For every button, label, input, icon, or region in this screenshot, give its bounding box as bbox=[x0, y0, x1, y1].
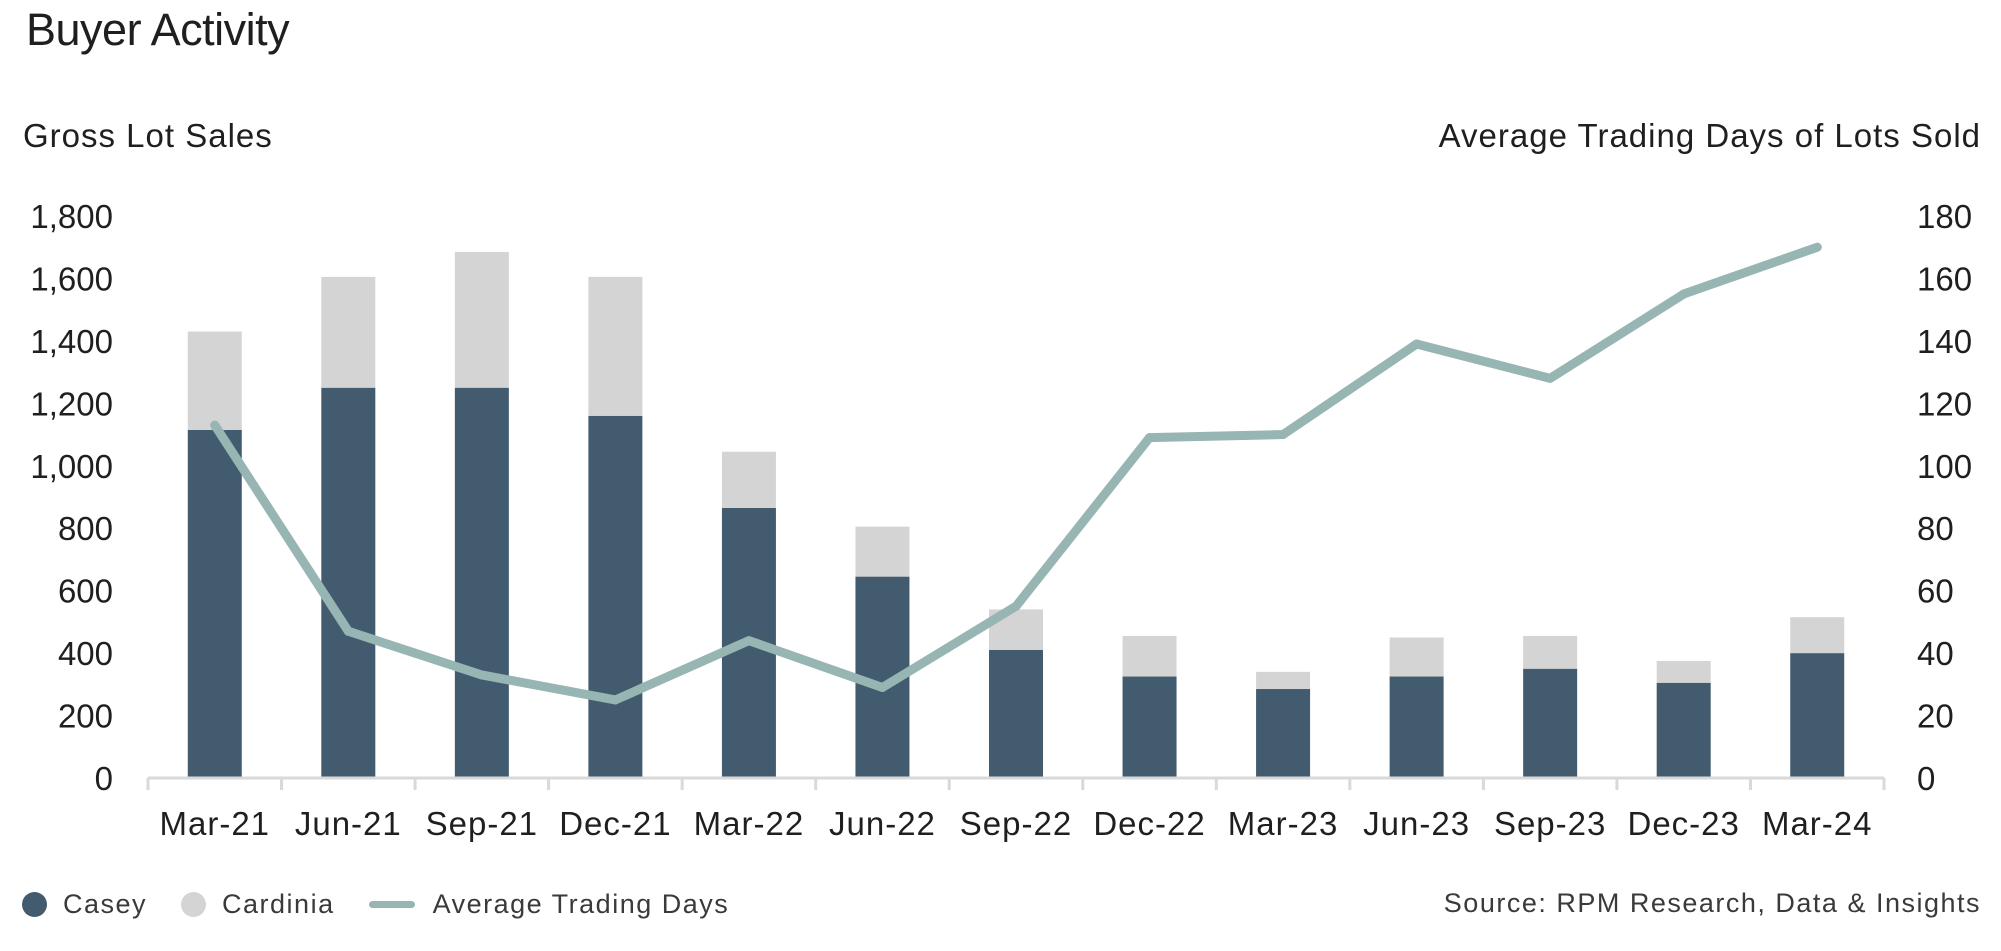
y-tick-left: 1,800 bbox=[30, 198, 113, 235]
bar-cardinia bbox=[1389, 637, 1444, 677]
x-tick-label: Jun-22 bbox=[829, 805, 936, 842]
y-tick-right: 160 bbox=[1917, 260, 1972, 297]
line-point bbox=[1278, 430, 1288, 440]
line-point bbox=[1545, 373, 1555, 383]
line-point bbox=[1679, 289, 1689, 299]
bar-cardinia bbox=[855, 526, 910, 577]
x-tick-label: Sep-22 bbox=[960, 805, 1072, 842]
x-tick-label: Jun-23 bbox=[1363, 805, 1470, 842]
bar-casey bbox=[588, 415, 643, 778]
x-tick-label: Sep-23 bbox=[1494, 805, 1606, 842]
left-axis-label: Gross Lot Sales bbox=[23, 117, 273, 154]
y-tick-right: 60 bbox=[1917, 573, 1954, 610]
y-tick-left: 200 bbox=[58, 698, 113, 735]
line-point bbox=[877, 682, 887, 692]
bar-casey bbox=[1656, 682, 1711, 778]
line-point bbox=[210, 420, 220, 430]
line-point bbox=[343, 626, 353, 636]
x-tick-label: Mar-22 bbox=[694, 805, 805, 842]
cardinia-swatch bbox=[181, 891, 207, 917]
right-axis-label: Average Trading Days of Lots Sold bbox=[1438, 117, 1981, 154]
y-tick-right: 140 bbox=[1917, 323, 1972, 360]
bar-cardinia bbox=[321, 276, 376, 388]
bar-cardinia bbox=[454, 251, 509, 388]
y-tick-right: 100 bbox=[1917, 448, 1972, 485]
y-tick-left: 800 bbox=[58, 510, 113, 547]
bar-casey bbox=[989, 649, 1043, 778]
legend-label-average-trading-days: Average Trading Days bbox=[432, 888, 730, 919]
bar-cardinia bbox=[1790, 617, 1845, 654]
y-tick-right: 180 bbox=[1917, 198, 1972, 235]
x-tick-label: Dec-23 bbox=[1627, 805, 1739, 842]
source-note: Source: RPM Research, Data & Insights bbox=[1443, 888, 1981, 918]
bar-cardinia bbox=[1656, 660, 1711, 683]
bar-cardinia bbox=[1122, 635, 1177, 677]
x-tick-label: Mar-23 bbox=[1228, 805, 1339, 842]
bar-casey bbox=[454, 387, 509, 778]
y-tick-right: 120 bbox=[1917, 385, 1972, 422]
y-tick-left: 0 bbox=[95, 760, 113, 797]
legend-label-cardinia: Cardinia bbox=[222, 888, 335, 919]
bar-cardinia bbox=[721, 451, 776, 508]
x-tick-label: Mar-24 bbox=[1762, 805, 1873, 842]
y-tick-left: 1,600 bbox=[30, 260, 113, 297]
bar-casey bbox=[1389, 676, 1444, 778]
y-tick-left: 400 bbox=[58, 635, 113, 672]
y-tick-right: 80 bbox=[1917, 510, 1954, 547]
y-tick-left: 1,400 bbox=[30, 323, 113, 360]
y-tick-right: 40 bbox=[1917, 635, 1954, 672]
legend-item-cardinia: Cardinia bbox=[181, 889, 335, 920]
x-tick-label: Jun-21 bbox=[295, 805, 402, 842]
line-point bbox=[1011, 601, 1021, 611]
y-tick-left: 1,000 bbox=[30, 448, 113, 485]
bar-casey bbox=[1122, 676, 1177, 778]
bar-casey bbox=[321, 387, 376, 778]
bar-cardinia bbox=[588, 276, 643, 416]
casey-swatch bbox=[22, 891, 47, 917]
y-tick-right: 20 bbox=[1917, 698, 1954, 735]
bar-cardinia bbox=[1256, 671, 1311, 690]
x-tick-label: Sep-21 bbox=[426, 805, 538, 842]
legend-item-casey: Casey bbox=[22, 889, 147, 920]
average-trading-days-swatch bbox=[368, 900, 415, 908]
bar-cardinia bbox=[1523, 635, 1578, 669]
line-point bbox=[744, 636, 754, 646]
x-tick-label: Dec-22 bbox=[1093, 805, 1205, 842]
line-point bbox=[477, 670, 487, 680]
line-point bbox=[1812, 242, 1822, 252]
bar-casey bbox=[1256, 689, 1311, 778]
y-tick-left: 600 bbox=[58, 573, 113, 610]
y-tick-left: 1,200 bbox=[30, 385, 113, 422]
bar-casey bbox=[1790, 653, 1845, 778]
x-tick-label: Mar-21 bbox=[160, 805, 271, 842]
legend-item-average-trading-days: Average Trading Days bbox=[368, 888, 730, 920]
bar-cardinia bbox=[187, 331, 242, 430]
y-tick-right: 0 bbox=[1917, 760, 1935, 797]
bar-casey bbox=[187, 429, 242, 778]
x-tick-label: Dec-21 bbox=[559, 805, 671, 842]
line-point bbox=[1412, 339, 1422, 349]
legend-label-casey: Casey bbox=[63, 888, 148, 919]
chart-title: Buyer Activity bbox=[26, 4, 290, 55]
bar-casey bbox=[1523, 668, 1578, 778]
legend: Casey Cardinia Average Trading Days bbox=[22, 886, 763, 922]
line-point bbox=[1145, 433, 1155, 443]
line-point bbox=[610, 695, 620, 705]
